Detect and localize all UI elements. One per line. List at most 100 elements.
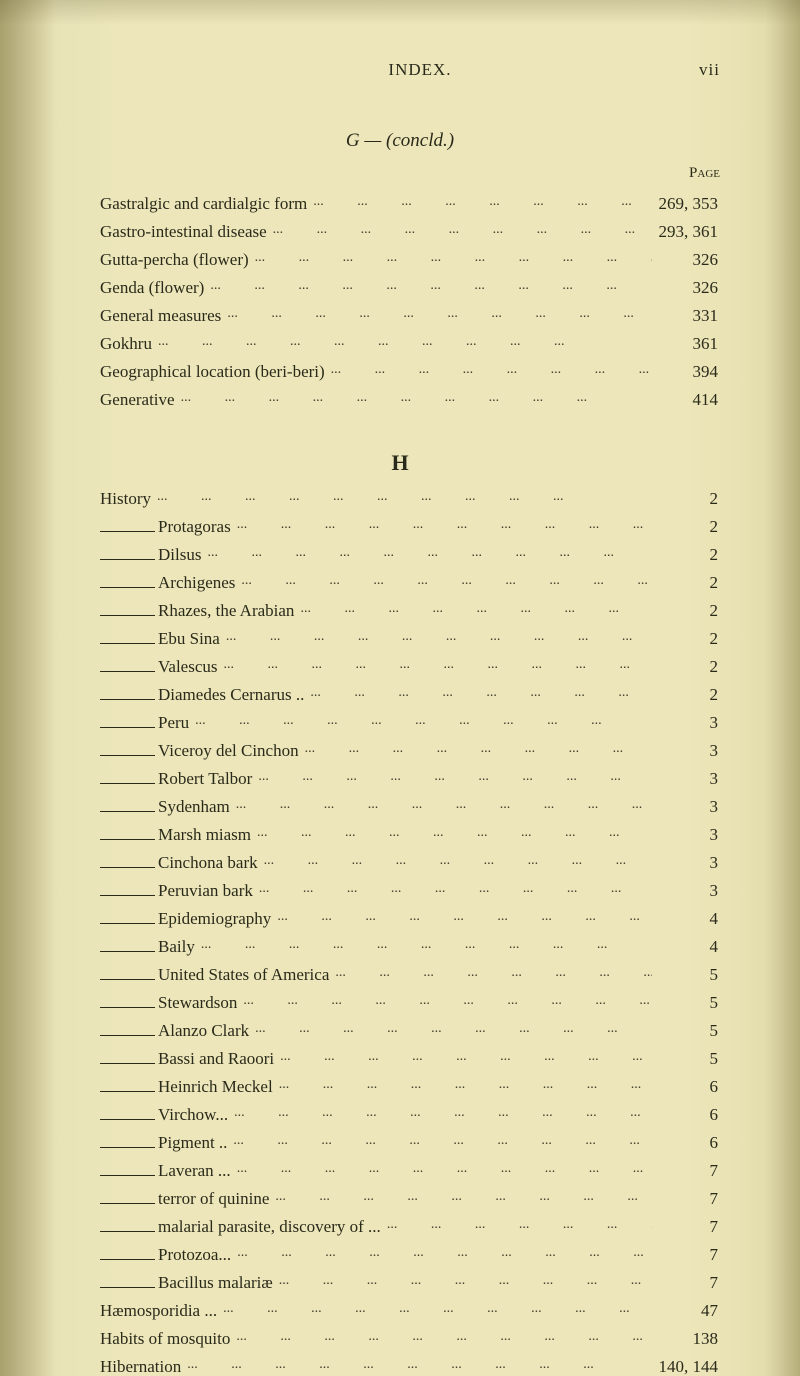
leader-dots bbox=[264, 854, 652, 868]
index-page: 361 bbox=[658, 335, 718, 352]
page: INDEX. vii G — (concld.) Page Gastralgic… bbox=[0, 0, 800, 1376]
index-label: terror of quinine bbox=[100, 1190, 269, 1207]
leader-dots bbox=[237, 1246, 652, 1260]
index-row: General measures331 bbox=[100, 307, 718, 335]
index-row: Ebu Sina2 bbox=[100, 630, 718, 658]
index-label: Valescus bbox=[100, 658, 217, 675]
leader-dots bbox=[300, 602, 652, 616]
index-row: Stewardson 5 bbox=[100, 994, 718, 1022]
index-label-text: Marsh miasm bbox=[158, 825, 251, 844]
index-page: 2 bbox=[658, 518, 718, 535]
index-label-text: Heinrich Meckel bbox=[158, 1077, 273, 1096]
continuation-rule bbox=[100, 970, 155, 980]
index-row: Archigenes2 bbox=[100, 574, 718, 602]
index-label-text: United States of America bbox=[158, 965, 329, 984]
leader-dots bbox=[195, 714, 652, 728]
continuation-rule bbox=[100, 1026, 155, 1036]
index-row: Bassi and Raoori5 bbox=[100, 1050, 718, 1078]
index-row: Geographical location (beri-beri)394 bbox=[100, 363, 718, 391]
continuation-rule bbox=[100, 914, 155, 924]
index-page: 5 bbox=[658, 1050, 718, 1067]
index-label: Hæmosporidia ... bbox=[100, 1302, 217, 1319]
index-row: Laveran ... 7 bbox=[100, 1162, 718, 1190]
index-page: 2 bbox=[658, 658, 718, 675]
index-label-text: Baily bbox=[158, 937, 195, 956]
index-label: Generative bbox=[100, 391, 175, 408]
leader-dots bbox=[241, 574, 652, 588]
index-label: Viceroy del Cinchon bbox=[100, 742, 299, 759]
leader-dots bbox=[158, 335, 652, 349]
index-page: 331 bbox=[658, 307, 718, 324]
index-label: Pigment .. bbox=[100, 1134, 227, 1151]
index-label: Protozoa... bbox=[100, 1246, 231, 1263]
index-label-text: Geographical location (beri-beri) bbox=[100, 362, 325, 381]
leader-dots bbox=[255, 251, 652, 265]
index-label-text: Pigment .. bbox=[158, 1133, 227, 1152]
index-label: Sydenham bbox=[100, 798, 230, 815]
index-label: Stewardson bbox=[100, 994, 237, 1011]
continuation-rule bbox=[100, 634, 155, 644]
index-page: 7 bbox=[658, 1218, 718, 1235]
continuation-rule bbox=[100, 1250, 155, 1260]
index-label-text: Stewardson bbox=[158, 993, 237, 1012]
leader-dots bbox=[335, 966, 652, 980]
index-page: 3 bbox=[658, 770, 718, 787]
leader-dots bbox=[201, 938, 652, 952]
index-label-text: terror of quinine bbox=[158, 1189, 269, 1208]
index-label: Peru bbox=[100, 714, 189, 731]
index-label: Genda (flower) bbox=[100, 279, 204, 296]
page-shadow-left bbox=[0, 0, 55, 1376]
index-row: Heinrich Meckel6 bbox=[100, 1078, 718, 1106]
index-page: 5 bbox=[658, 994, 718, 1011]
continuation-rule bbox=[100, 1166, 155, 1176]
index-row: Genda (flower)326 bbox=[100, 279, 718, 307]
index-page: 6 bbox=[658, 1106, 718, 1123]
index-label-text: Valescus bbox=[158, 657, 217, 676]
index-label: Dilsus bbox=[100, 546, 201, 563]
index-page: 7 bbox=[658, 1162, 718, 1179]
continuation-rule bbox=[100, 578, 155, 588]
index-label: Robert Talbor bbox=[100, 770, 252, 787]
index-page: 293, 361 bbox=[658, 223, 718, 240]
index-row: terror of quinine7 bbox=[100, 1190, 718, 1218]
index-label-text: Laveran ... bbox=[158, 1161, 231, 1180]
index-row: Generative414 bbox=[100, 391, 718, 419]
index-label-text: Hibernation bbox=[100, 1357, 181, 1376]
leader-dots bbox=[181, 391, 652, 405]
leader-dots bbox=[279, 1274, 652, 1288]
page-shadow-top bbox=[0, 0, 800, 25]
index-page: 4 bbox=[658, 910, 718, 927]
index-label-text: malarial parasite, discovery of ... bbox=[158, 1217, 381, 1236]
leader-dots bbox=[187, 1358, 652, 1372]
continuation-rule bbox=[100, 1278, 155, 1288]
continuation-rule bbox=[100, 550, 155, 560]
leader-dots bbox=[258, 770, 652, 784]
entries-h: History2Protagoras2Dilsus2Archigenes2Rha… bbox=[100, 490, 718, 1376]
continuation-rule bbox=[100, 1194, 155, 1204]
page-column-label: Page bbox=[689, 165, 720, 182]
index-label-text: Diamedes Cernarus .. bbox=[158, 685, 304, 704]
index-row: Protagoras2 bbox=[100, 518, 718, 546]
continuation-rule bbox=[100, 718, 155, 728]
index-label: Hibernation bbox=[100, 1358, 181, 1375]
index-row: Epidemiography4 bbox=[100, 910, 718, 938]
index-label-text: Viceroy del Cinchon bbox=[158, 741, 299, 760]
continuation-rule bbox=[100, 942, 155, 952]
index-row: Hibernation140, 144 bbox=[100, 1358, 718, 1376]
index-page: 3 bbox=[658, 882, 718, 899]
continuation-rule bbox=[100, 1110, 155, 1120]
continuation-rule bbox=[100, 690, 155, 700]
index-page: 2 bbox=[658, 546, 718, 563]
continuation-rule bbox=[100, 830, 155, 840]
index-page: 6 bbox=[658, 1134, 718, 1151]
index-label-text: Sydenham bbox=[158, 797, 230, 816]
index-row: Valescus 2 bbox=[100, 658, 718, 686]
index-row: Pigment .. 6 bbox=[100, 1134, 718, 1162]
index-label: Virchow... bbox=[100, 1106, 228, 1123]
index-page: 2 bbox=[658, 630, 718, 647]
index-row: Bacillus malariæ7 bbox=[100, 1274, 718, 1302]
leader-dots bbox=[210, 279, 652, 293]
index-label-text: Generative bbox=[100, 390, 175, 409]
index-page: 3 bbox=[658, 714, 718, 731]
index-page: 2 bbox=[658, 686, 718, 703]
